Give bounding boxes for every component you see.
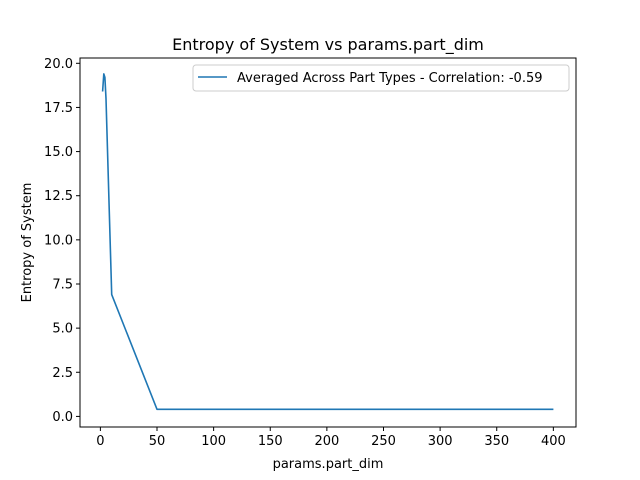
x-tick-label: 0 <box>96 434 104 449</box>
y-tick-label: 5.0 <box>52 322 73 337</box>
x-tick-label: 350 <box>484 434 509 449</box>
y-tick-label: 15.0 <box>44 145 73 160</box>
x-tick-label: 200 <box>314 434 339 449</box>
legend-box <box>192 64 570 92</box>
x-tick-label: 250 <box>371 434 396 449</box>
y-tick-label: 12.5 <box>44 189 73 204</box>
y-axis-title: Entropy of System <box>20 183 35 303</box>
y-tick-label: 17.5 <box>44 101 73 116</box>
y-tick-label: 10.0 <box>44 233 73 248</box>
legend-label: Averaged Across Part Types - Correlation… <box>237 71 543 86</box>
x-axis-title: params.part_dim <box>273 457 384 472</box>
series-line <box>101 73 554 411</box>
x-tick-label: 150 <box>258 434 283 449</box>
legend: Averaged Across Part Types - Correlation… <box>192 64 570 92</box>
y-tick-label: 20.0 <box>44 57 73 72</box>
x-tick-label: 300 <box>428 434 453 449</box>
x-tick-label: 50 <box>149 434 166 449</box>
y-axis: 0.0 2.5 5.0 7.5 10.0 12.5 15.0 17.5 20.0 <box>44 57 80 425</box>
plot-area <box>79 57 577 428</box>
x-axis: 0 50 100 150 200 250 300 350 400 <box>96 427 566 449</box>
y-tick-label: 0.0 <box>52 410 73 425</box>
x-tick-label: 400 <box>541 434 566 449</box>
chart-title: Entropy of System vs params.part_dim <box>172 35 484 55</box>
y-tick-label: 7.5 <box>52 277 73 292</box>
y-tick-label: 2.5 <box>52 366 73 381</box>
plot-frame <box>79 57 577 428</box>
x-tick-label: 100 <box>201 434 226 449</box>
